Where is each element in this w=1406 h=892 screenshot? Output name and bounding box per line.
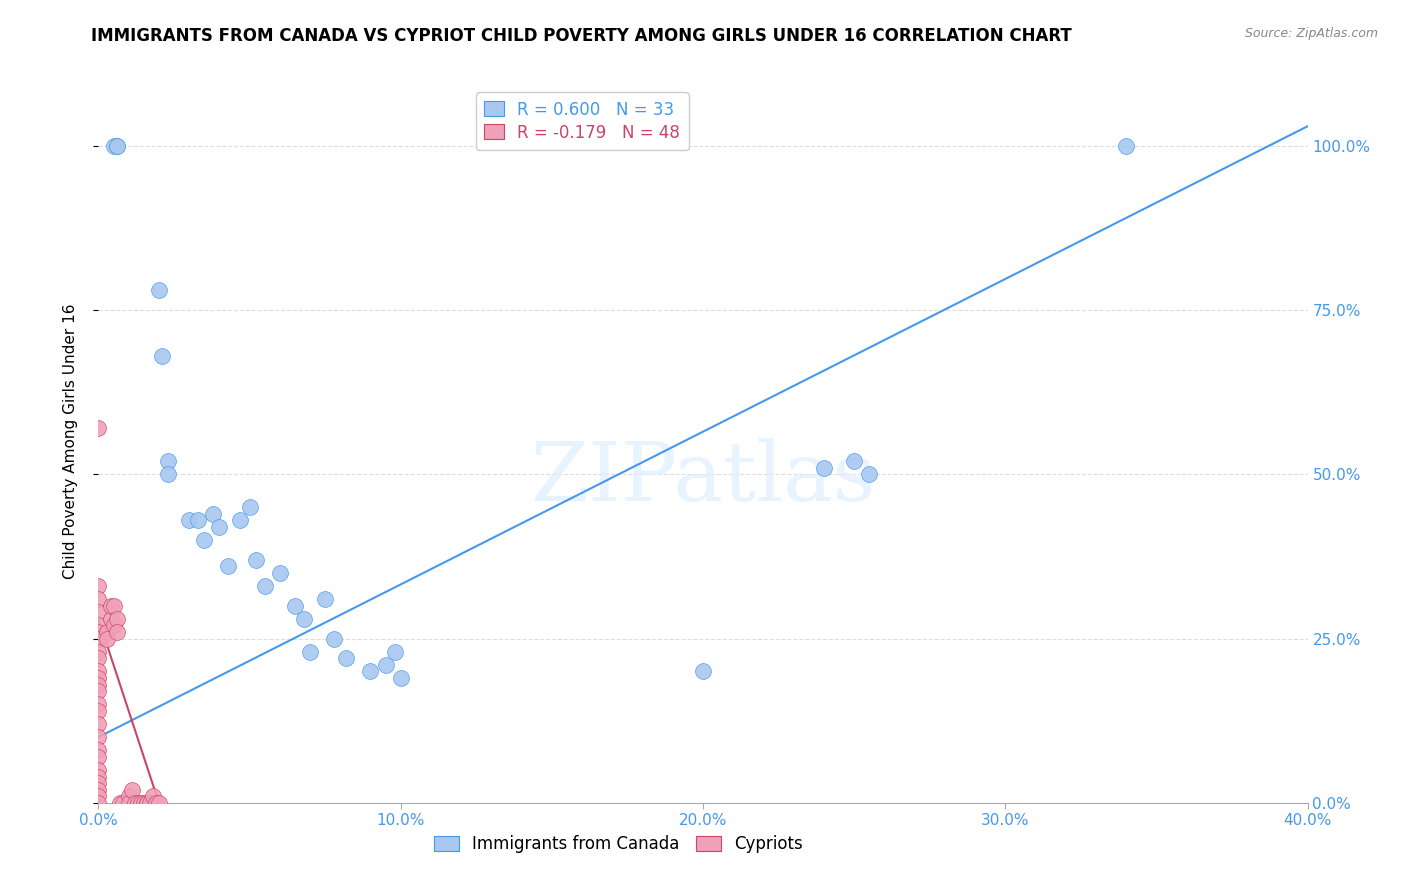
Point: [692, 665, 714, 679]
Point: [314, 592, 336, 607]
Point: [217, 559, 239, 574]
Point: [187, 513, 209, 527]
Point: [269, 566, 291, 580]
Point: [87, 770, 110, 784]
Point: [135, 796, 157, 810]
Point: [129, 796, 152, 810]
Point: [87, 776, 110, 790]
Point: [299, 645, 322, 659]
Point: [132, 796, 155, 810]
Point: [105, 612, 128, 626]
Point: [87, 763, 110, 777]
Point: [87, 789, 110, 804]
Point: [844, 454, 866, 468]
Point: [284, 599, 307, 613]
Point: [87, 782, 110, 797]
Point: [156, 454, 179, 468]
Point: [858, 467, 880, 482]
Point: [87, 645, 110, 659]
Point: [156, 467, 179, 482]
Point: [239, 500, 262, 515]
Point: [148, 796, 170, 810]
Point: [87, 730, 110, 744]
Point: [87, 743, 110, 757]
Point: [292, 612, 315, 626]
Point: [323, 632, 346, 646]
Point: [87, 632, 110, 646]
Point: [384, 645, 406, 659]
Text: IMMIGRANTS FROM CANADA VS CYPRIOT CHILD POVERTY AMONG GIRLS UNDER 16 CORRELATION: IMMIGRANTS FROM CANADA VS CYPRIOT CHILD …: [91, 27, 1073, 45]
Point: [87, 704, 110, 718]
Point: [202, 507, 225, 521]
Point: [335, 651, 357, 665]
Point: [374, 657, 396, 672]
Point: [179, 513, 201, 527]
Point: [105, 139, 128, 153]
Point: [142, 789, 165, 804]
Point: [389, 671, 412, 685]
Point: [813, 460, 835, 475]
Point: [87, 698, 110, 712]
Point: [100, 599, 122, 613]
Point: [96, 625, 118, 640]
Point: [87, 592, 110, 607]
Point: [100, 612, 122, 626]
Text: Source: ZipAtlas.com: Source: ZipAtlas.com: [1244, 27, 1378, 40]
Legend: Immigrants from Canada, Cypriots: Immigrants from Canada, Cypriots: [427, 828, 810, 860]
Point: [193, 533, 215, 547]
Point: [127, 796, 149, 810]
Point: [135, 796, 157, 810]
Point: [96, 632, 118, 646]
Point: [87, 796, 110, 810]
Point: [360, 665, 382, 679]
Point: [87, 665, 110, 679]
Point: [118, 796, 141, 810]
Point: [105, 139, 128, 153]
Point: [87, 671, 110, 685]
Point: [87, 684, 110, 698]
Point: [87, 749, 110, 764]
Point: [121, 782, 143, 797]
Point: [87, 717, 110, 731]
Point: [148, 284, 170, 298]
Point: [145, 796, 167, 810]
Point: [87, 625, 110, 640]
Point: [253, 579, 276, 593]
Point: [87, 605, 110, 619]
Point: [124, 796, 146, 810]
Point: [87, 651, 110, 665]
Point: [87, 618, 110, 632]
Y-axis label: Child Poverty Among Girls Under 16: Child Poverty Among Girls Under 16: [63, 304, 77, 579]
Point: [118, 789, 141, 804]
Point: [108, 796, 131, 810]
Point: [103, 618, 125, 632]
Point: [245, 553, 267, 567]
Point: [1115, 139, 1137, 153]
Point: [87, 579, 110, 593]
Point: [229, 513, 252, 527]
Point: [208, 520, 231, 534]
Point: [87, 677, 110, 691]
Text: ZIPatlas: ZIPatlas: [530, 438, 876, 517]
Point: [139, 796, 162, 810]
Point: [103, 139, 125, 153]
Point: [150, 349, 173, 363]
Point: [103, 599, 125, 613]
Point: [105, 625, 128, 640]
Point: [87, 421, 110, 435]
Point: [111, 796, 134, 810]
